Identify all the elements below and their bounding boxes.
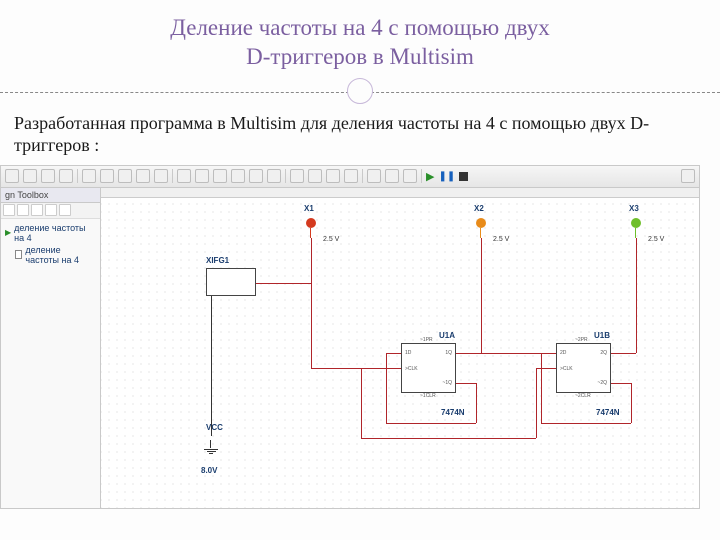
schematic-canvas[interactable]: X1 2.5 V X2 2.5 V X3 2.5 V XIFG1 U1A 1D …: [101, 188, 699, 508]
sidebar-title: gn Toolbox: [1, 188, 100, 203]
wire: [541, 423, 631, 424]
toolbar-button[interactable]: [308, 169, 322, 183]
toolbar-button[interactable]: [267, 169, 281, 183]
toolbar-button[interactable]: [100, 169, 114, 183]
stop-icon[interactable]: [459, 172, 468, 181]
toolbar-button[interactable]: [195, 169, 209, 183]
toolbar-button[interactable]: [231, 169, 245, 183]
design-tree[interactable]: ▶ деление частоты на 4 деление частоты н…: [1, 219, 100, 269]
probe-x2[interactable]: [476, 218, 486, 228]
wire: [631, 383, 632, 423]
body-text: Разработанная программа в Multisim для д…: [0, 108, 720, 165]
ruler: [101, 188, 699, 198]
wire: [611, 353, 636, 354]
toolbar[interactable]: ▶ ❚❚: [1, 166, 699, 188]
toolbar-button[interactable]: [136, 169, 150, 183]
ff-part: 7474N: [596, 408, 620, 417]
toolbar-button[interactable]: [403, 169, 417, 183]
sidebar-btn[interactable]: [3, 204, 15, 216]
toolbar-button[interactable]: [681, 169, 695, 183]
title-line1: Деление частоты на 4 с помощью двух: [170, 15, 549, 40]
tree-item[interactable]: ▶ деление частоты на 4: [5, 222, 96, 244]
wire: [256, 283, 311, 284]
toolbar-button[interactable]: [118, 169, 132, 183]
toolbar-button[interactable]: [23, 169, 37, 183]
run-icon[interactable]: ▶: [426, 170, 434, 183]
probe-label: X3: [629, 204, 639, 213]
ff-label: U1B: [594, 331, 610, 340]
toolbar-button[interactable]: [177, 169, 191, 183]
toolbar-button[interactable]: [82, 169, 96, 183]
toolbar-button[interactable]: [5, 169, 19, 183]
ff-part: 7474N: [441, 408, 465, 417]
tree-item[interactable]: деление частоты на 4: [5, 244, 96, 266]
wire: [481, 238, 482, 353]
toolbar-button[interactable]: [154, 169, 168, 183]
wire: [361, 438, 536, 439]
wire: [386, 423, 476, 424]
wire: [481, 353, 556, 354]
sidebar-btn[interactable]: [45, 204, 57, 216]
wire: [361, 368, 362, 438]
divider: [0, 78, 720, 108]
wire: [386, 353, 401, 354]
ground-symbol: [204, 448, 218, 458]
toolbar-button[interactable]: [367, 169, 381, 183]
toolbar-button[interactable]: [326, 169, 340, 183]
sidebar-btn[interactable]: [17, 204, 29, 216]
wire: [386, 353, 387, 423]
sidebar-btn[interactable]: [31, 204, 43, 216]
function-generator[interactable]: [206, 268, 256, 296]
probe-x1[interactable]: [306, 218, 316, 228]
wire: [541, 353, 542, 423]
wire: [311, 238, 312, 368]
ff-label: U1A: [439, 331, 455, 340]
design-toolbox[interactable]: gn Toolbox ▶ деление частоты на 4 делени…: [1, 188, 101, 508]
divider-circle: [347, 78, 373, 104]
toolbar-button[interactable]: [385, 169, 399, 183]
wire: [536, 368, 556, 369]
toolbar-button[interactable]: [41, 169, 55, 183]
wire: [536, 368, 537, 438]
vcc-value: 8.0V: [201, 466, 217, 475]
sidebar-toolbar[interactable]: [1, 203, 100, 219]
flipflop-u1b[interactable]: 2D >CLK 2Q ~2Q ~2PR ~2CLR: [556, 343, 611, 393]
vcc-label: VCC: [206, 423, 223, 432]
wire: [611, 383, 631, 384]
probe-voltage: 2.5 V: [493, 236, 509, 243]
wire: [211, 296, 212, 436]
probe-voltage: 2.5 V: [323, 236, 339, 243]
tree-label: деление частоты на 4: [25, 245, 96, 265]
toolbar-button[interactable]: [344, 169, 358, 183]
wire: [456, 353, 481, 354]
generator-label: XIFG1: [206, 256, 229, 265]
toolbar-button[interactable]: [213, 169, 227, 183]
probe-label: X1: [304, 204, 314, 213]
tree-label: деление частоты на 4: [14, 223, 96, 243]
multisim-window: ▶ ❚❚ gn Toolbox ▶ деление частоты на 4: [0, 165, 700, 509]
wire: [476, 383, 477, 423]
title-line2: D-триггеров в Multisim: [246, 44, 474, 69]
slide-title: Деление частоты на 4 с помощью двух D-тр…: [0, 0, 720, 78]
wire: [456, 383, 476, 384]
probe-voltage: 2.5 V: [648, 236, 664, 243]
sidebar-btn[interactable]: [59, 204, 71, 216]
pause-icon[interactable]: ❚❚: [438, 171, 455, 182]
schematic-icon: [15, 250, 22, 259]
wire: [311, 368, 401, 369]
wire: [636, 238, 637, 353]
toolbar-button[interactable]: [249, 169, 263, 183]
tree-arrow-icon: ▶: [5, 228, 11, 237]
toolbar-button[interactable]: [59, 169, 73, 183]
probe-x3[interactable]: [631, 218, 641, 228]
toolbar-button[interactable]: [290, 169, 304, 183]
probe-label: X2: [474, 204, 484, 213]
flipflop-u1a[interactable]: 1D >CLK 1Q ~1Q ~1PR ~1CLR: [401, 343, 456, 393]
